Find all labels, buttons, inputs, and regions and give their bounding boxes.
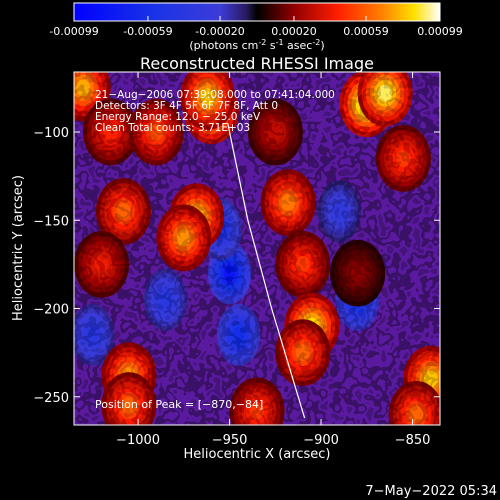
x-tick-label: −900: [303, 433, 339, 448]
emission-source: [103, 123, 118, 141]
colorbar-unit-label: (photons cm-2 s-1 asec-2): [189, 38, 324, 52]
peak-position-label: Position of Peak = [−870,−84]: [95, 398, 263, 411]
solar-limb-line: [227, 123, 306, 419]
colorbar-tick-label: 0.00099: [417, 25, 463, 38]
emission-source: [76, 79, 91, 97]
emission-source: [94, 255, 109, 273]
emission-source: [423, 370, 438, 388]
colorbar-tick-label: 0.00059: [343, 25, 389, 38]
info-line: Clean Total counts: 3.71E+03: [95, 122, 250, 134]
emission-source: [121, 397, 136, 415]
emission-source: [176, 229, 191, 247]
emission-source: [396, 150, 411, 167]
x-tick-label: −850: [395, 433, 431, 448]
emission-source: [250, 402, 264, 420]
emission-source: [295, 255, 310, 273]
x-tick-label: −1000: [116, 433, 160, 448]
negative-residual: [86, 326, 98, 344]
chart-title: Reconstructed RHESSI Image: [140, 54, 374, 73]
x-axis-ticks: −1000 −950 −900 −850: [116, 72, 430, 448]
info-line: Energy Range: 12.0 − 25.0 keV: [95, 111, 261, 123]
emission-source: [295, 344, 310, 362]
y-axis-ticks: −100 −150 −200 −250: [33, 126, 440, 406]
colorbar-tick-label: -0.00099: [49, 25, 98, 38]
x-axis-label: Heliocentric X (arcsec): [184, 447, 331, 462]
colorbar-tick-label: -0.00059: [123, 25, 172, 38]
info-line: Detectors: 3F 4F 5F 6F 7F 8F, Att 0: [95, 100, 278, 112]
colorbar-gradient: [73, 2, 441, 22]
emission-source: [268, 123, 283, 141]
emission-source: [149, 123, 164, 141]
plot-frame: [73, 71, 441, 426]
colorbar-tick-label: -0.00020: [195, 25, 244, 38]
heatmap-emission: [74, 72, 440, 425]
emission-source: [200, 88, 215, 106]
y-tick-label: −100: [33, 126, 69, 141]
emission-source: [116, 203, 131, 220]
observation-info: 21−Aug−2006 07:39:08.000 to 07:41:04.000…: [95, 89, 335, 134]
colorbar-tick-label: 0.00020: [271, 25, 317, 38]
emission-source: [281, 194, 296, 212]
negative-residual: [223, 265, 236, 282]
colorbar-ticks: -0.00099 -0.00059 -0.00020 0.00020 0.00059 0.…: [49, 16, 463, 38]
emission-source: [409, 405, 424, 423]
colorbar: -0.00099 -0.00059 -0.00020 0.00020 0.00059 0.…: [49, 2, 463, 52]
emission-source: [350, 264, 365, 282]
image-plot-area: −1000 −950 −900 −850 −100 −150 −200 −250: [33, 71, 441, 448]
info-line: 21−Aug−2006 07:39:08.000 to 07:41:04.000: [95, 89, 335, 101]
negative-residual: [159, 291, 172, 308]
x-tick-label: −950: [212, 433, 248, 448]
y-tick-label: −250: [33, 391, 69, 406]
y-tick-label: −200: [33, 303, 69, 318]
footer-timestamp: 7−May−2022 05:34: [365, 484, 497, 499]
negative-residual: [333, 203, 345, 220]
emission-source: [378, 84, 393, 102]
y-axis-label: Heliocentric Y (arcsec): [11, 175, 26, 321]
y-tick-label: −150: [33, 214, 69, 229]
negative-residual: [233, 326, 245, 344]
